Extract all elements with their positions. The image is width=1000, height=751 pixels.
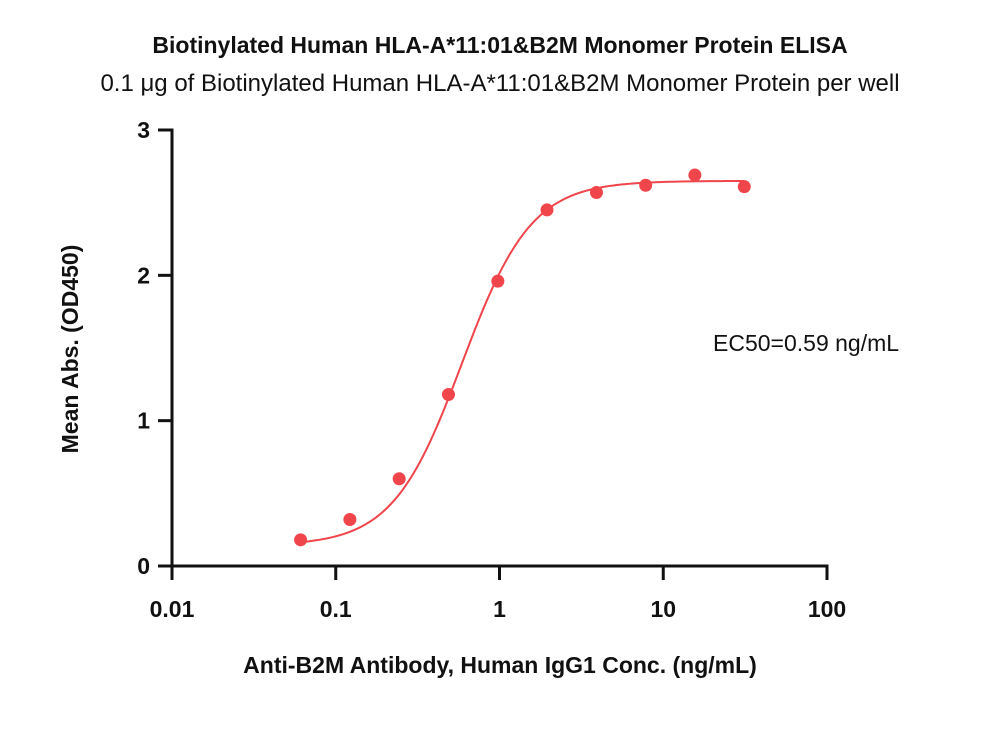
data-point [688,168,702,182]
x-tick-label: 100 [808,596,846,622]
data-point [639,178,653,192]
data-point [491,274,505,288]
x-tick-label: 10 [650,596,676,622]
data-point [392,472,406,486]
y-axis-title: Mean Abs. (OD450) [57,245,83,454]
chart-title: Biotinylated Human HLA-A*11:01&B2M Monom… [152,32,848,58]
ec50-annotation: EC50=0.59 ng/mL [713,330,899,356]
data-point [294,533,308,547]
data-point [343,512,357,526]
fit-curve [300,179,745,544]
y-tick-label: 0 [137,553,150,579]
data-point [441,388,455,402]
x-tick-label: 1 [493,596,506,622]
data-point [589,185,603,199]
y-tick-label: 3 [137,117,150,143]
data-point [737,180,751,194]
y-tick-label: 1 [137,408,150,434]
x-axis-title: Anti-B2M Antibody, Human IgG1 Conc. (ng/… [243,652,757,678]
y-tick-label: 2 [137,262,150,288]
x-tick-label: 0.01 [150,596,195,622]
data-point [540,203,554,217]
x-tick-label: 0.1 [320,596,352,622]
chart-subtitle: 0.1 μg of Biotinylated Human HLA-A*11:01… [100,70,900,97]
